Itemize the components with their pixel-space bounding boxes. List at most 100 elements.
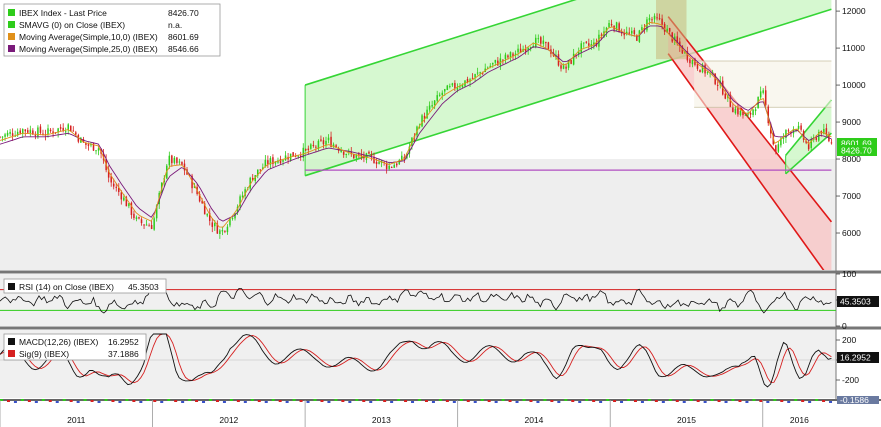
legend-swatch (8, 45, 15, 52)
candle-body (251, 177, 254, 181)
candle-body (618, 23, 620, 33)
bottom-strip-mark (195, 400, 199, 402)
bottom-strip-mark (431, 401, 435, 403)
bottom-strip-mark (83, 399, 87, 401)
candle-body (236, 206, 239, 213)
candle-body (206, 213, 208, 216)
candle-body (421, 115, 423, 127)
bottom-strip-mark (445, 400, 449, 402)
bottom-strip-mark (278, 400, 282, 402)
bottom-strip-mark (90, 400, 94, 402)
candle-body (519, 48, 522, 53)
candle-body (514, 53, 517, 56)
candle-body (823, 129, 825, 134)
candle-body (183, 163, 186, 171)
candle-body (19, 130, 21, 134)
bottom-strip-mark (613, 400, 617, 402)
candle-body (734, 108, 737, 114)
candle-body (57, 128, 59, 133)
price-y-tick-label: 12000 (842, 6, 866, 16)
candle-body (198, 193, 201, 202)
candle-body (353, 154, 355, 159)
candle-body (342, 151, 345, 155)
candle-body (757, 96, 759, 109)
price-last-tags: 8601.69 8426.70 (837, 138, 877, 156)
legend-swatch (8, 350, 15, 357)
bottom-strip-mark (418, 399, 421, 401)
candle-body (75, 132, 77, 135)
candle-body (211, 222, 214, 227)
legend-box (3, 3, 221, 57)
rsi-line (0, 286, 832, 314)
up_channel-lower-line (304, 8, 832, 177)
rsi-last-tag: 45.3503 (837, 296, 879, 307)
candle-body (52, 131, 54, 134)
candle-body (72, 130, 75, 132)
candle-body (375, 162, 378, 165)
candle-body (360, 153, 363, 157)
candle-body (542, 40, 545, 44)
bottom-strip-mark (376, 399, 380, 401)
bottom-strip-mark (696, 400, 700, 402)
bottom-strip-mark (334, 399, 338, 401)
candle-body (681, 46, 684, 54)
candle-body (299, 155, 302, 158)
bottom-strip-mark (466, 400, 470, 402)
candle-body (729, 95, 732, 107)
candle-body (716, 84, 719, 86)
candle-body (267, 160, 269, 165)
candle-body (234, 213, 236, 219)
candle-body (34, 134, 37, 136)
legend-box (3, 333, 147, 361)
legend-swatch (8, 33, 15, 40)
candle-body (570, 60, 572, 64)
candle-body (327, 137, 330, 141)
candle-body (292, 152, 294, 157)
bottom-strip-mark (675, 400, 679, 402)
candle-body (517, 48, 519, 53)
candle-body (21, 129, 24, 134)
bottom-strip-mark (348, 401, 352, 403)
candle-body (42, 133, 44, 135)
candle-body (219, 230, 221, 234)
candle-body (269, 158, 272, 165)
candle-body (699, 69, 701, 73)
legend-swatch (8, 283, 15, 290)
candle-body (476, 72, 479, 74)
legend-swatch (8, 9, 15, 16)
candle-body (181, 161, 183, 165)
candle-body (378, 161, 380, 164)
ma25-line (0, 25, 832, 222)
candle-body (724, 93, 727, 99)
candle-body (481, 72, 484, 74)
bottom-strip-mark (731, 399, 735, 401)
candle-body (221, 230, 224, 232)
bottom-strip-mark (369, 401, 373, 403)
candle-body (805, 140, 807, 143)
candle-body (706, 71, 709, 73)
macd-tag (837, 352, 879, 363)
candle-body (451, 83, 454, 86)
price-y-tick-label: 6000 (842, 228, 861, 238)
candle-body (110, 176, 112, 183)
candle-body (436, 95, 438, 101)
candle-body (27, 130, 29, 133)
candle-body (497, 60, 499, 66)
candle-body (666, 28, 668, 33)
bottom-strip-mark (452, 401, 456, 403)
candle-body (572, 53, 575, 65)
candle-body (428, 105, 431, 110)
candle-body (638, 30, 641, 42)
candle-body (115, 186, 118, 188)
bottom-strip-mark (689, 399, 693, 401)
candle-body (676, 36, 679, 43)
last-price-tag-label: 8601.69 (841, 139, 872, 149)
candle-body (401, 155, 403, 162)
candle-body (423, 115, 426, 120)
candle-body (315, 146, 317, 148)
candle-body (325, 140, 327, 145)
bottom-strip-mark (578, 401, 582, 403)
last-price-tag (837, 138, 877, 149)
bottom-strip-mark (34, 401, 38, 403)
candle-body (322, 140, 325, 145)
